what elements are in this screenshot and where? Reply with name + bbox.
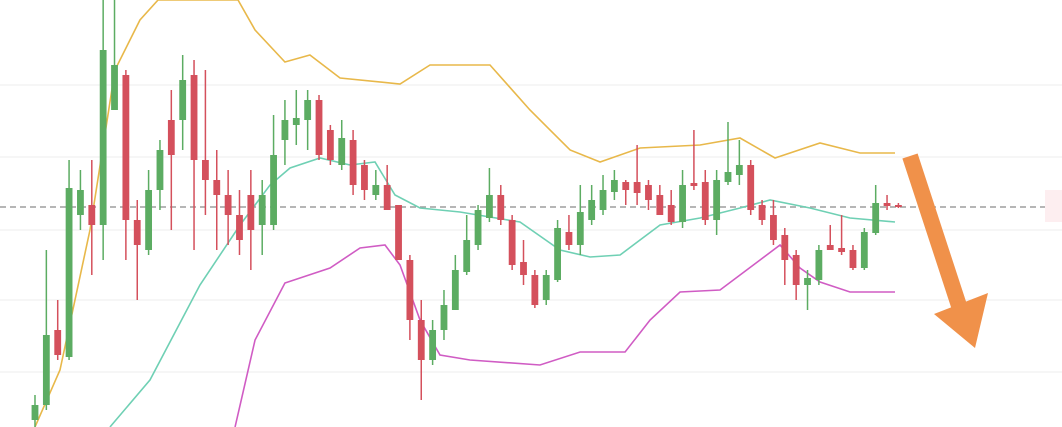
candle-body <box>486 195 493 218</box>
candle-body <box>633 182 641 193</box>
candle-body <box>88 205 96 225</box>
candle-body <box>326 130 334 160</box>
candle-body <box>860 232 868 268</box>
bands <box>34 0 896 427</box>
candle-body <box>542 275 550 300</box>
candle-body <box>167 120 175 155</box>
candle-body <box>474 210 482 245</box>
candle-body <box>65 188 73 357</box>
candle-body <box>429 330 437 360</box>
candle-body <box>701 182 709 220</box>
candle-body <box>270 155 277 225</box>
candle-body <box>236 215 243 240</box>
candle-body <box>565 232 573 245</box>
price-tag <box>1045 190 1062 222</box>
candle-body <box>804 278 811 285</box>
candle-body <box>554 228 561 280</box>
candle-body <box>190 75 198 160</box>
candle-body <box>576 212 584 245</box>
arrow-shaft <box>902 153 970 318</box>
candle-body <box>361 165 368 190</box>
candle-body <box>508 220 516 265</box>
candle-body <box>349 140 357 185</box>
candle-body <box>417 320 425 360</box>
candle-body <box>497 195 505 220</box>
candle-body <box>122 75 130 220</box>
candle-body <box>849 250 857 268</box>
grid <box>0 84 1062 373</box>
candle-body <box>667 205 675 222</box>
candle-body <box>54 330 62 355</box>
candle-body <box>145 190 153 250</box>
candle-body <box>372 185 380 195</box>
candle-body <box>463 240 471 272</box>
candle-body <box>42 335 50 405</box>
candle-body <box>883 203 891 206</box>
candle-body <box>690 183 698 186</box>
candle-body <box>872 203 880 233</box>
arrow-head <box>934 293 988 348</box>
band-line <box>234 243 895 427</box>
candle-body <box>770 215 777 240</box>
candle-body <box>656 195 664 215</box>
candle-body <box>792 255 800 285</box>
candles <box>31 0 902 427</box>
candle-body <box>724 172 732 182</box>
candle-body <box>622 182 630 190</box>
candle-body <box>451 270 459 310</box>
candle-body <box>247 195 255 230</box>
candle-body <box>281 120 289 140</box>
candle-body <box>679 185 686 222</box>
candle-body <box>838 248 846 252</box>
candle-body <box>440 305 448 330</box>
candle-body <box>610 180 618 192</box>
candle-body <box>758 205 766 220</box>
candle-body <box>406 260 414 320</box>
candle-body <box>531 275 539 305</box>
candle-body <box>894 205 902 207</box>
candle-body <box>111 65 118 110</box>
candle-body <box>383 185 391 210</box>
candle-body <box>201 160 209 180</box>
candle-body <box>213 180 221 195</box>
candle-body <box>520 262 527 275</box>
candle-body <box>224 195 232 215</box>
candle-body <box>781 235 789 260</box>
candle-body <box>156 150 164 190</box>
candle-body <box>258 195 266 225</box>
candle-body <box>588 200 596 220</box>
candle-body <box>645 185 652 200</box>
candle-body <box>179 80 187 120</box>
trend-arrow <box>902 153 988 348</box>
candle-body <box>31 405 39 420</box>
band-line <box>34 0 895 427</box>
candle-body <box>826 245 834 250</box>
candle-body <box>77 190 84 215</box>
candle-body <box>747 165 755 210</box>
candle-body <box>99 50 107 225</box>
candle-body <box>292 118 300 125</box>
candle-body <box>338 138 346 165</box>
candle-body <box>315 100 323 155</box>
candle-body <box>815 250 823 280</box>
candle-body <box>713 180 721 220</box>
candle-body <box>599 190 607 210</box>
candle-body <box>395 205 402 260</box>
candle-body <box>304 100 312 120</box>
candle-body <box>133 220 141 245</box>
candle-body <box>735 165 743 175</box>
